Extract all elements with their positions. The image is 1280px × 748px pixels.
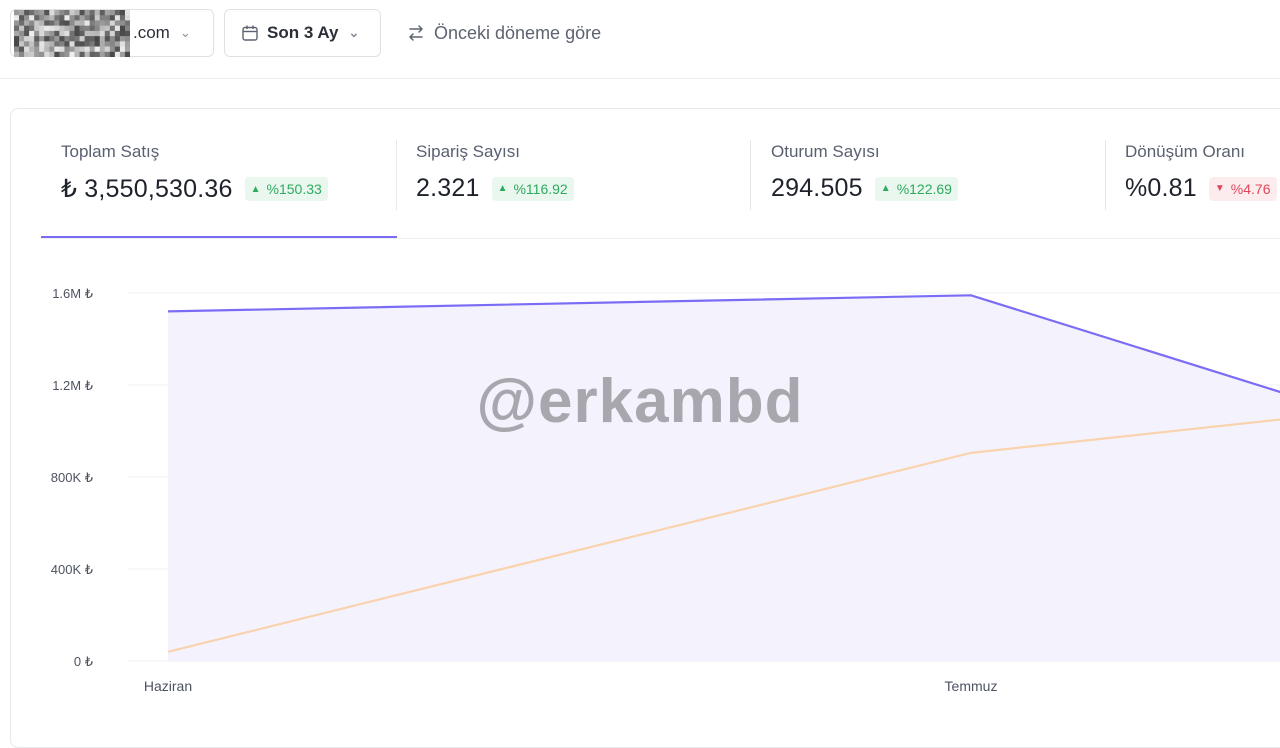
y-tick-label: 400K ₺ <box>51 562 93 577</box>
current-series-area <box>168 295 1280 661</box>
metric-label: Sipariş Sayısı <box>416 142 520 161</box>
divider <box>750 140 751 210</box>
metric-label: Toplam Satış <box>61 142 160 161</box>
y-tick-label: 1.6M ₺ <box>52 286 93 301</box>
triangle-up-icon: ▲ <box>497 183 508 194</box>
y-tick-label: 800K ₺ <box>51 470 93 485</box>
compare-toggle[interactable]: Önceki döneme göre <box>406 20 601 46</box>
chevron-down-icon: ⌄ <box>179 25 191 40</box>
change-badge: ▲ %116.92 <box>491 176 574 201</box>
metric-value: 294.505 <box>771 174 863 202</box>
divider <box>396 140 397 210</box>
change-badge: ▼ %4.76 <box>1208 176 1277 201</box>
divider <box>1105 140 1106 210</box>
watermark-text: @erkambd <box>476 367 804 436</box>
metric-label: Oturum Sayısı <box>771 142 880 161</box>
tab-baseline <box>41 238 1280 239</box>
chevron-down-icon: ⌄ <box>348 25 360 40</box>
triangle-down-icon: ▼ <box>1214 183 1225 194</box>
swap-arrows-icon <box>409 25 423 41</box>
change-value: %116.92 <box>513 180 568 197</box>
current-series-line <box>167 294 1280 394</box>
blurred-store-name <box>14 10 130 57</box>
change-value: %122.69 <box>896 180 952 197</box>
x-tick-label: Temmuz <box>945 678 998 694</box>
sales-line-chart: 0 ₺ 400K ₺ 800K ₺ 1.2M ₺ 1.6M ₺ Haziran Temmuz <box>51 286 1280 694</box>
x-tick-label: Haziran <box>144 678 192 694</box>
metric-value: ₺ 3,550,530.36 <box>61 175 233 203</box>
metric-value: %0.81 <box>1125 174 1197 202</box>
compare-label: Önceki döneme göre <box>434 22 602 43</box>
y-tick-label: 1.2M ₺ <box>52 378 93 393</box>
store-selector[interactable]: .com ⌄ <box>10 9 214 57</box>
period-selector[interactable]: Son 3 Ay ⌄ <box>224 9 381 57</box>
change-badge: ▲ %122.69 <box>874 176 958 201</box>
triangle-up-icon: ▲ <box>880 183 891 194</box>
calendar-icon <box>242 25 258 41</box>
change-badge: ▲ %150.33 <box>244 177 328 201</box>
period-selector-label: Son 3 Ay <box>267 23 339 42</box>
previous-series-line <box>167 418 1280 653</box>
y-tick-label: 0 ₺ <box>74 654 93 669</box>
change-value: %150.33 <box>266 181 322 197</box>
active-tab-indicator <box>41 236 397 238</box>
store-selector-label: .com <box>133 23 170 42</box>
triangle-up-icon: ▲ <box>250 183 261 195</box>
top-toolbar: .com ⌄ Son 3 Ay ⌄ Önceki döneme göre <box>0 0 1280 79</box>
metric-value: 2.321 <box>416 174 480 202</box>
change-value: %4.76 <box>1230 180 1271 197</box>
metric-label: Dönüşüm Oranı <box>1125 142 1245 161</box>
